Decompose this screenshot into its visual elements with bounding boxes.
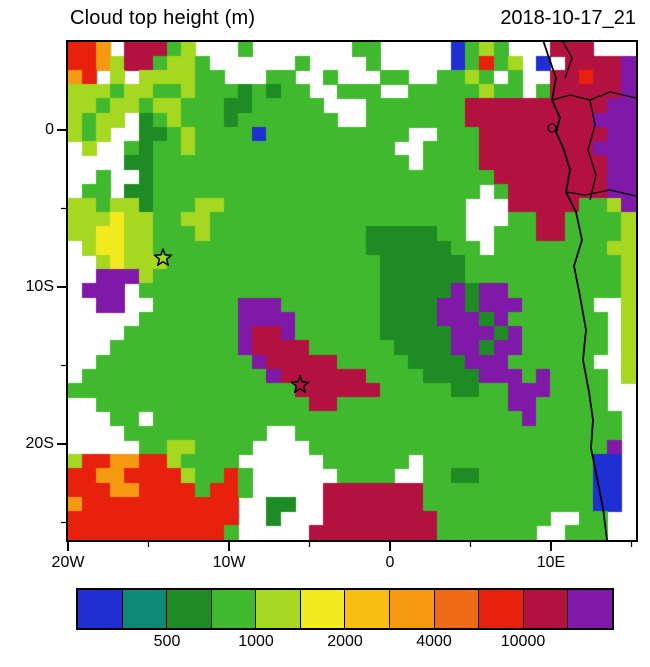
y-tick-label: 10S [25,278,54,296]
colorbar-cell [122,590,168,628]
colorbar-cell [256,590,301,628]
colorbar-cell [479,590,524,628]
coastline [542,42,608,540]
country-border [562,42,573,79]
star-marker [153,248,173,267]
colorbar-label: 10000 [500,633,546,650]
map-overlay [153,42,636,540]
colorbar-cell [78,590,123,628]
y-tick-label: 20S [25,434,54,452]
colorbar-cell [167,590,212,628]
colorbar-label: 2000 [327,633,363,650]
x-tick-label: 10E [536,554,566,571]
colorbar-cell [300,590,346,628]
chart-title: Cloud top height (m) [70,7,256,29]
x-tick-label: 10W [212,554,246,571]
plot-frame [66,40,638,542]
colorbar-cell [434,590,480,628]
y-tick-label: 0 [45,120,54,138]
star-marker [290,375,310,394]
colorbar-cell [390,590,435,628]
colorbar-labels: 500 1000 2000 4000 10000 [78,633,612,655]
colorbar-cell [568,590,612,628]
colorbar-cell [211,590,257,628]
colorbar [76,588,614,630]
colorbar-cell [523,590,569,628]
country-border [587,99,597,201]
coast-islet [547,123,557,133]
chart-datetime: 2018-10-17_21 [500,7,636,29]
colorbar-label: 4000 [416,633,452,650]
x-tick-label: 20W [51,554,85,571]
colorbar-label: 500 [153,633,181,650]
colorbar-label: 1000 [238,633,274,650]
map-canvas [68,42,636,540]
colorbar-cell [345,590,391,628]
x-tick-label: 0 [385,554,395,571]
country-border [565,189,636,197]
